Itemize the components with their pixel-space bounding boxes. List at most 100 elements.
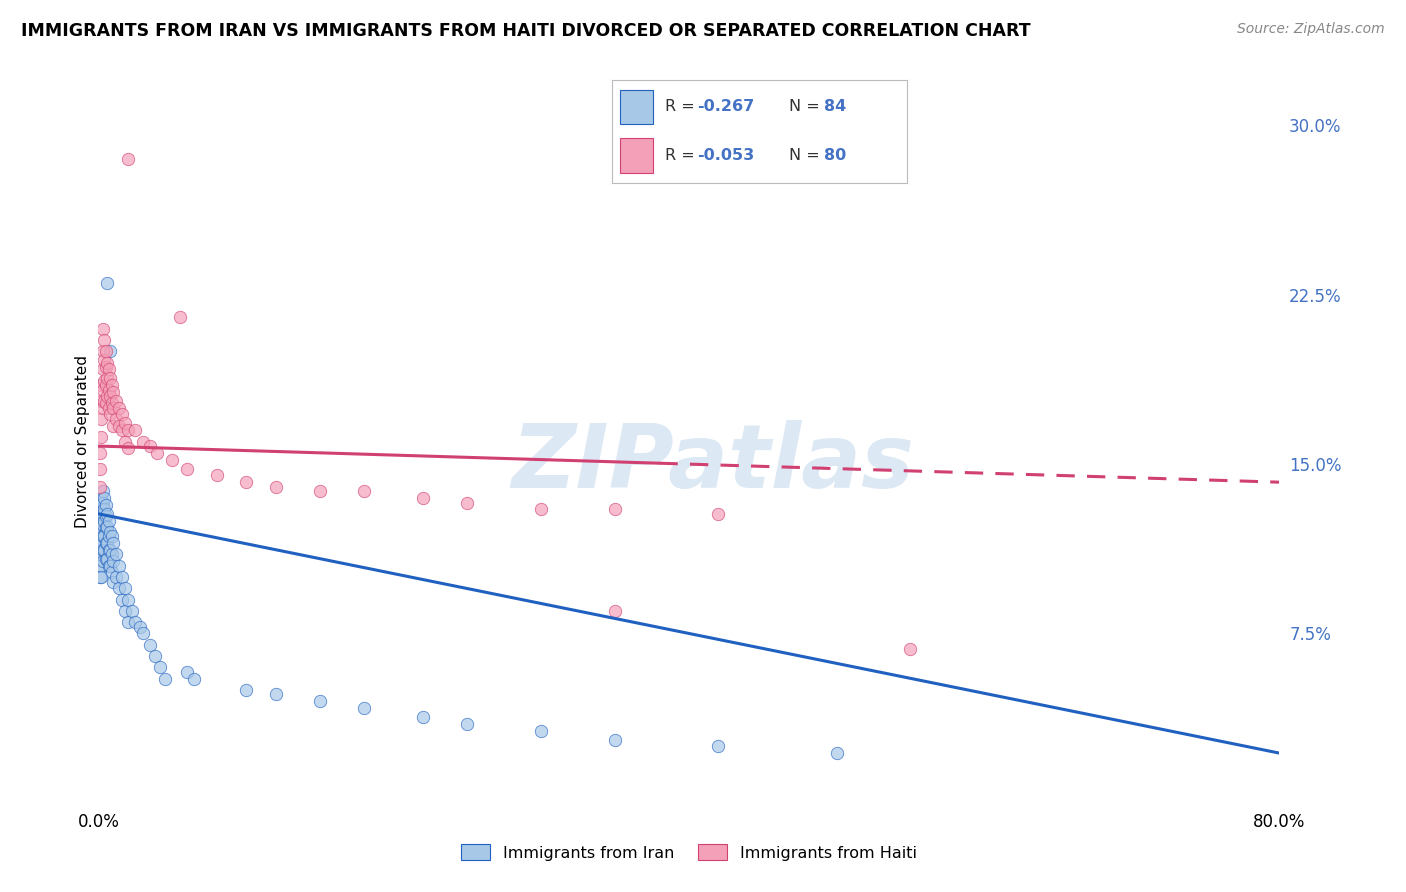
Point bbox=[91, 518, 114, 533]
Point bbox=[96, 507, 118, 521]
Point bbox=[235, 475, 257, 490]
Point bbox=[205, 468, 228, 483]
Legend: Immigrants from Iran, Immigrants from Haiti: Immigrants from Iran, Immigrants from Ha… bbox=[456, 838, 922, 867]
Point bbox=[103, 401, 125, 415]
Point bbox=[530, 502, 553, 516]
Point bbox=[90, 393, 112, 408]
Point bbox=[176, 461, 198, 475]
Text: Source: ZipAtlas.com: Source: ZipAtlas.com bbox=[1237, 22, 1385, 37]
Point bbox=[139, 638, 162, 652]
Point bbox=[132, 434, 155, 449]
Point bbox=[108, 401, 131, 415]
Point bbox=[309, 484, 332, 499]
Point bbox=[176, 665, 198, 679]
Point bbox=[169, 310, 191, 325]
Point bbox=[90, 548, 112, 562]
Point bbox=[91, 507, 114, 521]
Point bbox=[100, 378, 122, 392]
Point bbox=[825, 746, 848, 760]
Point bbox=[111, 423, 134, 437]
Point bbox=[98, 542, 121, 557]
Point bbox=[89, 507, 111, 521]
Point bbox=[235, 682, 257, 697]
Point bbox=[103, 536, 125, 550]
Point bbox=[94, 552, 117, 566]
Point bbox=[114, 604, 136, 618]
Point bbox=[97, 401, 120, 415]
Point bbox=[93, 502, 115, 516]
Point bbox=[353, 701, 375, 715]
Point bbox=[96, 536, 118, 550]
Point bbox=[94, 498, 117, 512]
Point bbox=[111, 592, 134, 607]
Point bbox=[91, 495, 114, 509]
Text: 80: 80 bbox=[824, 148, 846, 162]
Point bbox=[93, 514, 115, 528]
Point bbox=[114, 434, 136, 449]
Point bbox=[94, 520, 117, 534]
Point bbox=[98, 558, 121, 573]
Point bbox=[91, 542, 114, 557]
Point bbox=[183, 672, 205, 686]
Point bbox=[143, 648, 166, 663]
Point bbox=[89, 514, 111, 528]
Point bbox=[105, 393, 128, 408]
Point bbox=[89, 552, 111, 566]
Point bbox=[94, 536, 117, 550]
Point bbox=[90, 524, 112, 539]
Point bbox=[153, 672, 176, 686]
Point bbox=[103, 574, 125, 589]
Point bbox=[96, 552, 118, 566]
Point bbox=[124, 615, 146, 630]
Point bbox=[89, 502, 111, 516]
Point bbox=[105, 548, 128, 562]
Point bbox=[90, 570, 112, 584]
Point bbox=[264, 687, 287, 701]
Point bbox=[91, 383, 114, 397]
Point bbox=[89, 558, 111, 573]
Point bbox=[89, 446, 111, 460]
Point bbox=[530, 723, 553, 738]
FancyBboxPatch shape bbox=[620, 137, 652, 173]
Text: ZIPatlas: ZIPatlas bbox=[510, 420, 914, 507]
Point bbox=[91, 321, 114, 335]
Point bbox=[91, 529, 114, 543]
Point bbox=[91, 554, 114, 568]
Point bbox=[91, 362, 114, 376]
Point bbox=[93, 374, 115, 388]
Point bbox=[89, 480, 111, 494]
Point bbox=[97, 558, 120, 573]
Point bbox=[605, 502, 627, 516]
Point bbox=[94, 378, 117, 392]
Point bbox=[139, 439, 162, 453]
Point bbox=[117, 153, 139, 167]
Point bbox=[111, 570, 134, 584]
Point bbox=[98, 344, 121, 359]
Point bbox=[93, 529, 115, 543]
Point bbox=[309, 694, 332, 708]
Point bbox=[605, 604, 627, 618]
Point bbox=[98, 371, 121, 385]
Point bbox=[89, 461, 111, 475]
Text: 84: 84 bbox=[824, 99, 846, 114]
Text: -0.053: -0.053 bbox=[697, 148, 755, 162]
Point bbox=[98, 524, 121, 539]
Point bbox=[100, 396, 122, 410]
Point bbox=[90, 378, 112, 392]
Point bbox=[117, 615, 139, 630]
Point bbox=[89, 542, 111, 557]
Point bbox=[94, 344, 117, 359]
Point bbox=[96, 371, 118, 385]
Point bbox=[108, 582, 131, 596]
Point bbox=[105, 412, 128, 426]
Point bbox=[103, 418, 125, 433]
Point bbox=[98, 389, 121, 403]
Point bbox=[117, 423, 139, 437]
Point bbox=[108, 418, 131, 433]
Point bbox=[457, 495, 479, 509]
Point bbox=[117, 442, 139, 456]
Point bbox=[108, 558, 131, 573]
Text: N =: N = bbox=[789, 99, 825, 114]
Point bbox=[90, 502, 112, 516]
Point bbox=[90, 412, 112, 426]
